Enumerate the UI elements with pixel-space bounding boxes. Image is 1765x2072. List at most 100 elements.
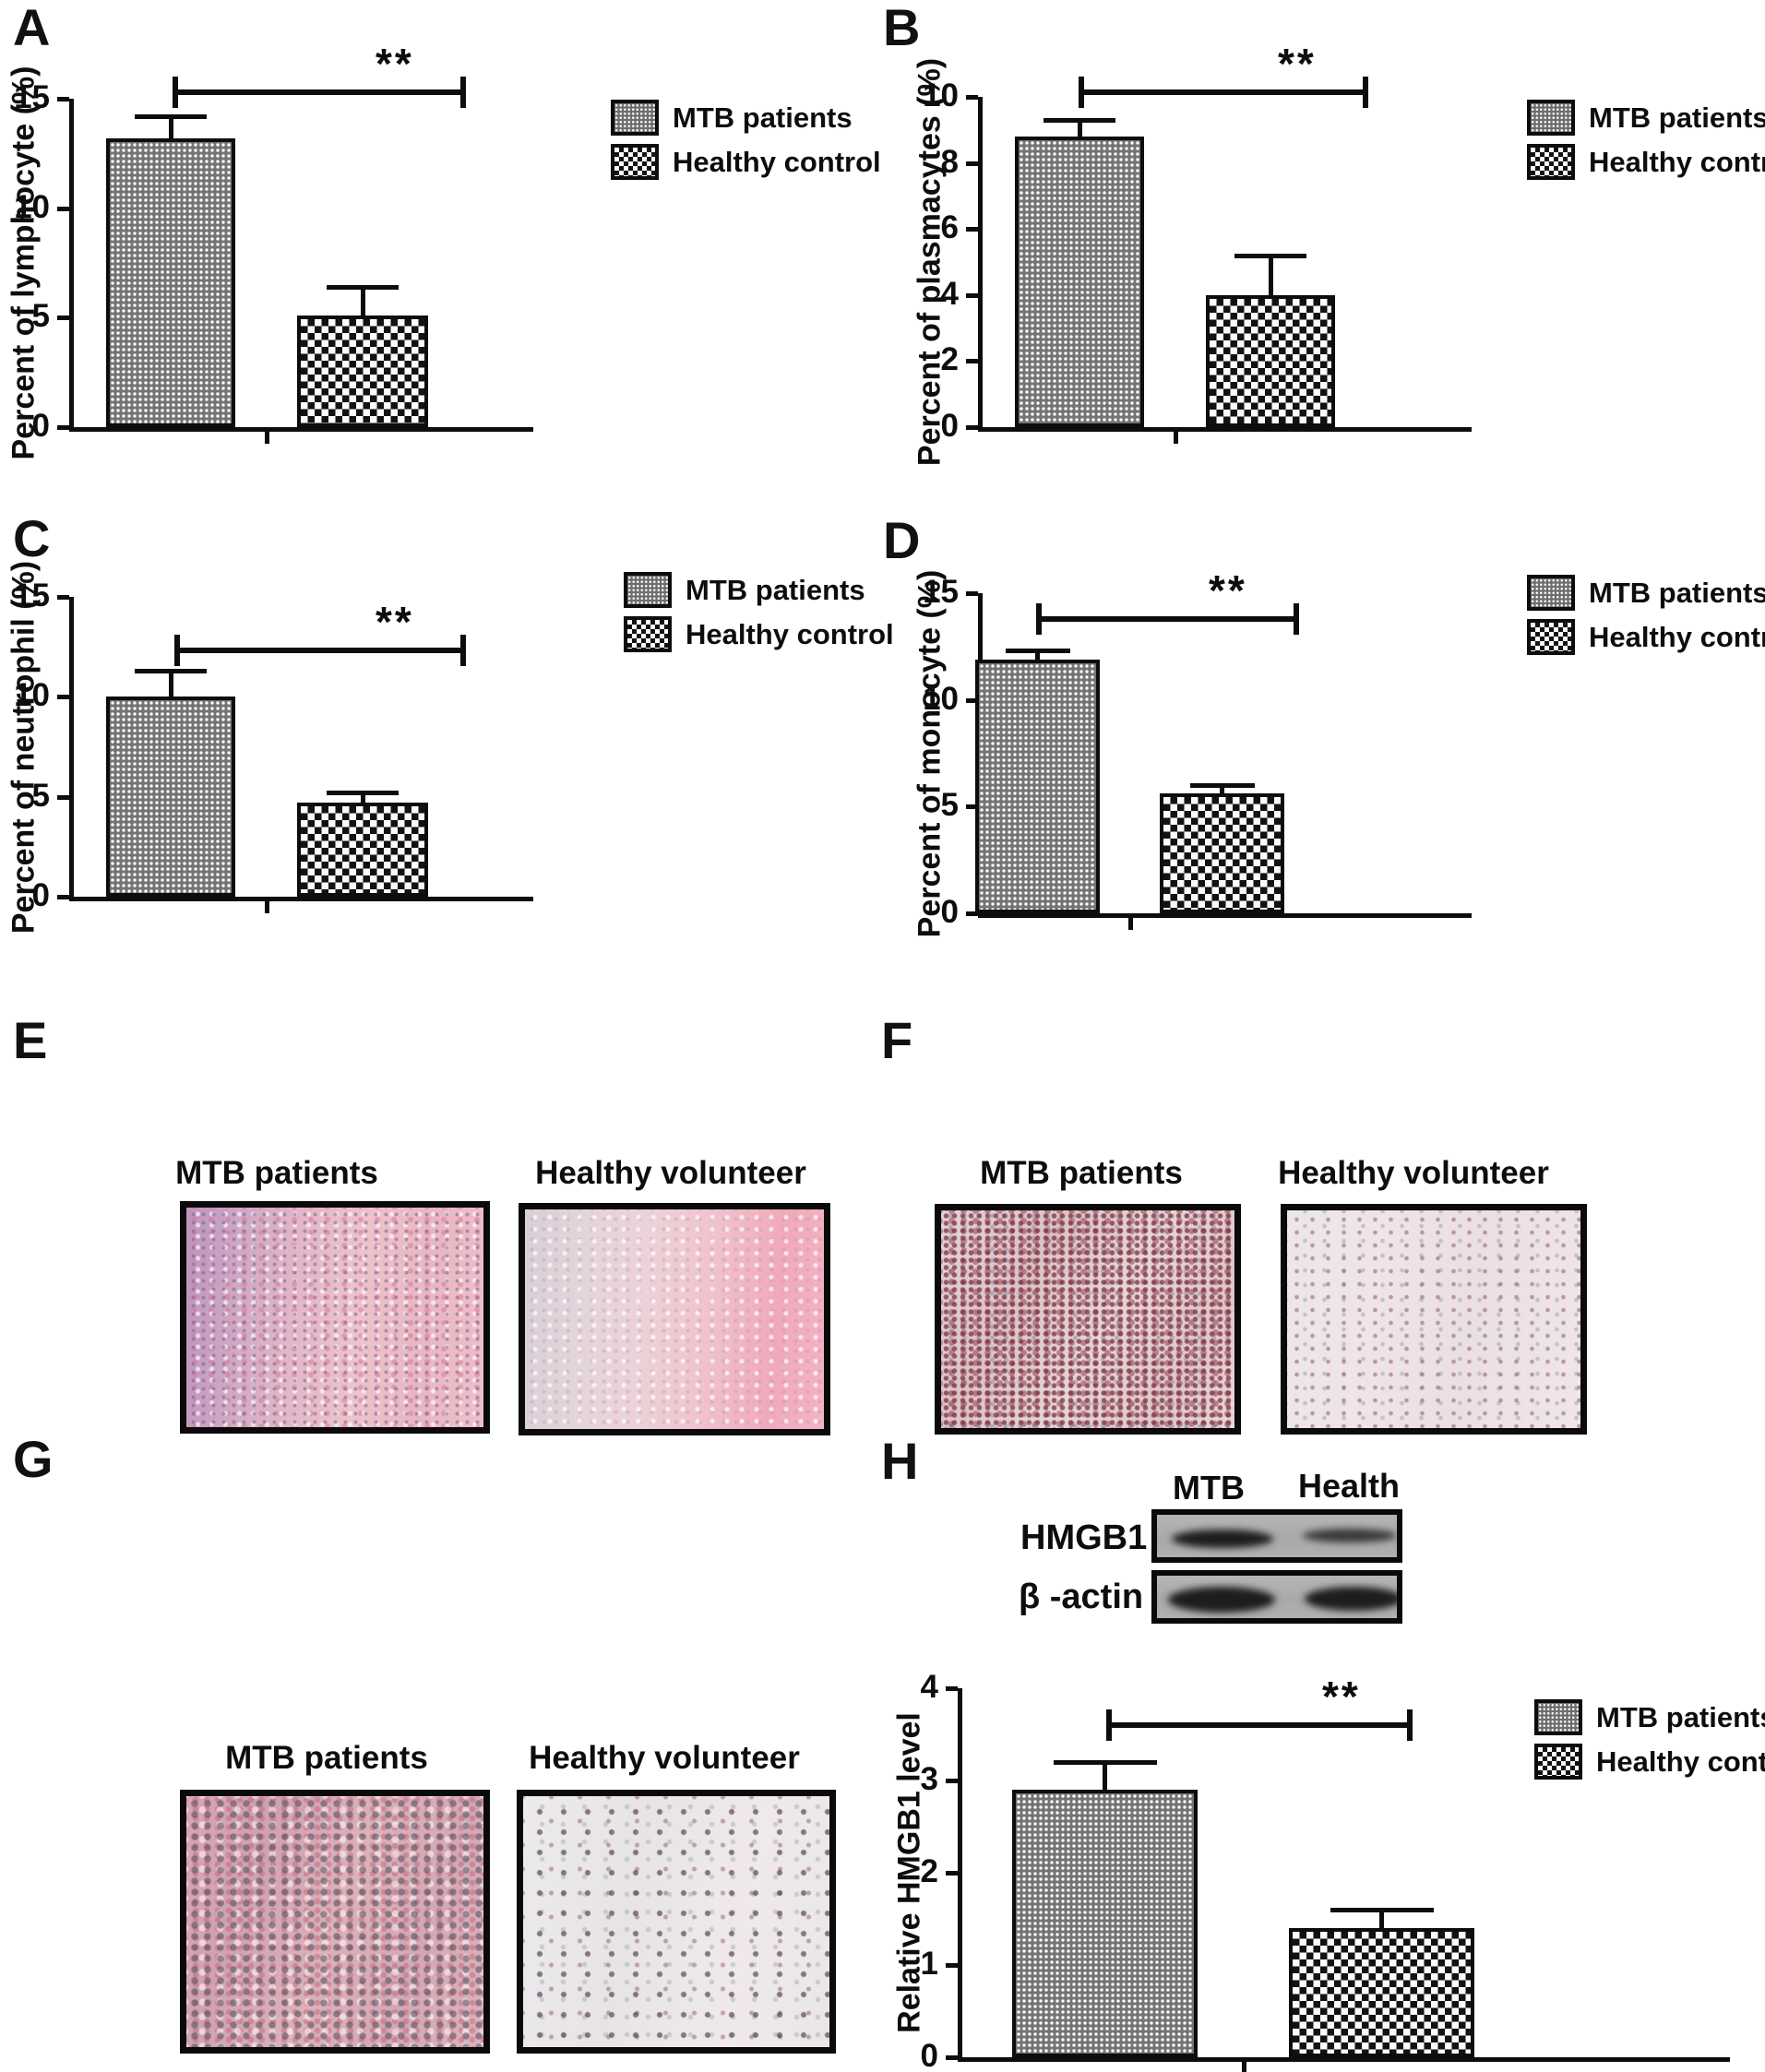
y-tick-mark	[946, 1686, 958, 1691]
error-bar-cap	[327, 791, 399, 796]
error-bar-stem	[360, 287, 365, 316]
significance-bracket-end	[1407, 1709, 1413, 1741]
y-tick-label: 10	[14, 677, 50, 714]
y-axis-line	[978, 97, 983, 432]
legend-swatch-healthy-control	[611, 144, 659, 180]
chart-lymphocyte: Percent of lymphocyte (%) 0 5 10 15 ** MTB pat…	[0, 0, 881, 503]
chart-plasmacytes: Percent of plasmacytes (%) 0 2 4 6 8 10 ** MTB p…	[877, 0, 1765, 503]
significance-bracket-end	[174, 635, 180, 666]
y-tick-mark	[57, 97, 69, 101]
significance-bracket-end	[1106, 1709, 1112, 1741]
legend-swatch-mtb-patients	[624, 572, 672, 608]
bar-healthy-control	[297, 803, 428, 897]
y-tick-mark	[57, 695, 69, 700]
error-bar-stem	[168, 671, 173, 697]
blot-band-hmgb1-health	[1303, 1529, 1397, 1542]
y-axis-line	[69, 99, 74, 432]
blot-lane-label-mtb: MTB	[1173, 1469, 1245, 1506]
legend-label-mtb-patients: MTB patients	[1589, 101, 1765, 134]
legend-row: Healthy control	[611, 144, 881, 180]
legend-swatch-mtb-patients	[1527, 100, 1575, 136]
legend-swatch-mtb-patients	[1527, 575, 1575, 611]
panel-e-healthy-image	[519, 1203, 830, 1435]
y-axis-label: Percent of monocyte (%)	[912, 569, 948, 937]
y-tick-mark	[966, 804, 978, 810]
panel-g-mtb-image	[180, 1790, 490, 2054]
panel-f-healthy-image	[1281, 1204, 1587, 1435]
y-tick-label: 5	[31, 777, 50, 814]
panel-f-right-label: Healthy volunteer	[1278, 1155, 1549, 1191]
y-tick-label: 0	[920, 2038, 938, 2072]
y-axis-label: Percent of lymphocyte (%)	[6, 65, 42, 460]
error-bar-cap	[135, 669, 207, 674]
blot-row-label-beta-actin: β -actin	[1019, 1578, 1144, 1616]
error-bar-cap	[135, 113, 207, 119]
chart-hmgb1-level: Relative HMGB1 level 0 1 2 3 4 ** MTB patients H…	[877, 1651, 1765, 2072]
chart-neutrophil: Percent of neutrophil (%) 0 5 10 15 ** MTB pat…	[0, 519, 894, 1022]
y-tick-mark	[57, 316, 69, 321]
legend-row: MTB patients	[1527, 575, 1765, 611]
y-axis-label: Percent of plasmacytes (%)	[912, 57, 948, 467]
legend-row: Healthy control	[1527, 144, 1765, 180]
significance-bracket	[177, 648, 463, 653]
legend-swatch-mtb-patients	[611, 100, 659, 136]
legend-label-healthy-control: Healthy control	[1589, 620, 1765, 653]
legend-label-healthy-control: Healthy control	[673, 145, 881, 178]
y-tick-label: 10	[14, 188, 50, 225]
significance-bracket-end	[460, 77, 466, 108]
y-tick-mark	[966, 95, 978, 100]
y-tick-label: 10	[923, 77, 959, 113]
y-tick-label: 15	[14, 79, 50, 115]
y-tick-label: 2	[920, 1853, 938, 1889]
legend-row: MTB patients	[1527, 100, 1765, 136]
blot-strip-hmgb1	[1151, 1509, 1402, 1563]
y-tick-mark	[57, 595, 69, 600]
panel-letter-b: B	[883, 0, 921, 56]
y-axis-line	[958, 1688, 962, 2062]
error-bar-stem	[1035, 650, 1040, 660]
panel-e-right-label: Healthy volunteer	[535, 1155, 806, 1191]
chart-monocyte: Percent of monocyte (%) 0 5 10 15 ** MTB patie…	[877, 519, 1765, 1022]
legend-swatch-healthy-control	[1534, 1744, 1582, 1780]
legend-swatch-healthy-control	[624, 616, 672, 652]
legend-row: Healthy control	[1534, 1744, 1765, 1780]
legend-label-mtb-patients: MTB patients	[1596, 1700, 1765, 1733]
blot-band-actin-health	[1305, 1587, 1397, 1611]
bar-healthy-control	[1160, 793, 1284, 913]
y-tick-label: 0	[940, 408, 959, 444]
legend-label-mtb-patients: MTB patients	[686, 573, 865, 606]
panel-letter-f: F	[881, 1011, 913, 1069]
error-bar-cap	[1005, 649, 1070, 654]
y-tick-label: 5	[31, 298, 50, 335]
error-bar-stem	[168, 115, 173, 138]
legend-row: MTB patients	[611, 100, 881, 136]
error-bar-stem	[1220, 785, 1224, 794]
y-tick-label: 0	[31, 877, 50, 913]
legend: MTB patients Healthy control	[624, 572, 894, 652]
significance-bracket	[175, 89, 463, 95]
bar-healthy-control	[297, 315, 428, 427]
y-axis-line	[69, 597, 74, 901]
legend-row: MTB patients	[624, 572, 894, 608]
blot-strip-beta-actin	[1151, 1570, 1402, 1624]
error-bar-cap	[327, 285, 399, 291]
significance-bracket	[1039, 616, 1296, 622]
panel-e-mtb-image	[180, 1201, 490, 1434]
significance-bracket	[1109, 1722, 1410, 1728]
legend: MTB patients Healthy control	[1534, 1699, 1765, 1780]
error-bar-stem	[360, 792, 365, 804]
y-tick-mark	[966, 359, 978, 364]
y-tick-label: 15	[14, 578, 50, 613]
significance-stars: **	[376, 598, 414, 646]
y-tick-label: 6	[940, 209, 959, 246]
legend-row: Healthy control	[1527, 619, 1765, 655]
y-tick-label: 4	[940, 275, 959, 312]
legend-label-mtb-patients: MTB patients	[673, 101, 853, 134]
bar-mtb-patients	[106, 137, 235, 427]
y-tick-mark	[966, 227, 978, 232]
x-axis-line	[978, 913, 1472, 918]
legend-swatch-mtb-patients	[1534, 1699, 1582, 1735]
blot-row-label-hmgb1: HMGB1	[1020, 1518, 1148, 1557]
panel-g-right-label: Healthy volunteer	[529, 1740, 800, 1776]
bar-healthy-control	[1289, 1928, 1474, 2057]
